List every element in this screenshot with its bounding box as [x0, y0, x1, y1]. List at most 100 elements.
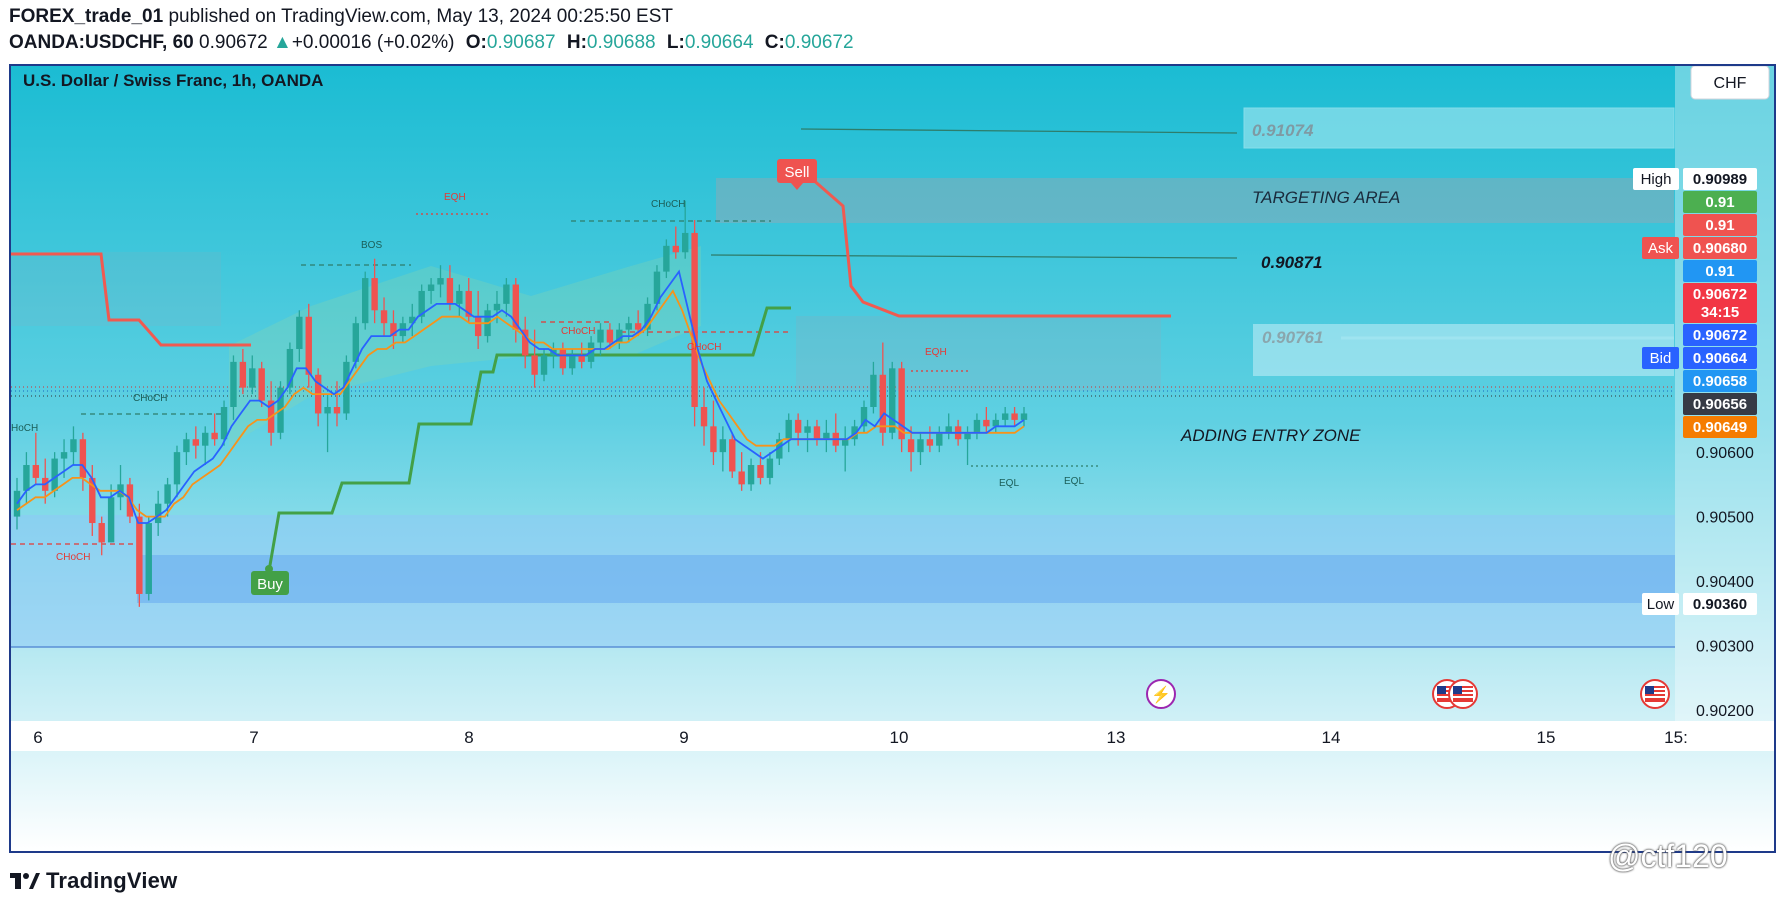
candle-body: [625, 323, 632, 330]
open-label: O:: [465, 32, 487, 53]
time-tick-label: 13: [1107, 728, 1126, 747]
candle-body: [51, 458, 58, 491]
time-axis[interactable]: 6 7 8 9 10 13 14 15 15:: [33, 728, 1688, 747]
price-value-label: 0.91: [1705, 217, 1734, 234]
candle-body: [173, 452, 181, 485]
candle-body: [973, 419, 981, 433]
candle-body: [465, 290, 472, 317]
candle-body: [60, 452, 68, 459]
price-tick-label: 0.90500: [1696, 510, 1754, 527]
candle-body: [785, 419, 792, 440]
open-value: 0.90687: [486, 32, 556, 53]
candle-body: [418, 290, 425, 317]
candle-body: [964, 432, 971, 440]
price-labels: High 0.90989 0.91 0.91 Ask 0.90680 0.91 0.90672…: [1633, 168, 1757, 615]
candle-body: [258, 368, 265, 401]
time-tick-label: 8: [464, 728, 473, 747]
price-value-box: [1683, 191, 1757, 213]
candle-body: [89, 477, 96, 524]
level-line-91074: [800, 128, 1238, 134]
price-tick-label: 0.90600: [1696, 445, 1754, 462]
candle-body: [380, 310, 388, 324]
candle-body: [681, 232, 689, 253]
publish-info: FOREX_trade_01 published on TradingView.…: [9, 6, 673, 28]
high-value: 0.90688: [586, 32, 656, 53]
range-zone: [796, 316, 1161, 391]
candle-body: [371, 278, 378, 311]
price-tick-label: 0.90300: [1696, 639, 1754, 656]
candle-body: [1001, 413, 1009, 420]
us-flag-event-icon-2[interactable]: [1448, 679, 1478, 709]
candle-body: [79, 439, 87, 478]
candle-body: [343, 361, 350, 414]
trail-stop-red-left: [11, 252, 251, 347]
tradingview-brand[interactable]: TradingView: [10, 868, 177, 895]
candle-body: [183, 439, 190, 453]
lightning-event-icon[interactable]: ⚡: [1146, 679, 1176, 709]
candle-body: [145, 523, 152, 594]
structure-label-eqh-2: EQH: [925, 347, 947, 358]
candle-body: [738, 471, 745, 485]
candle-body: [1011, 413, 1018, 420]
candle-body: [729, 439, 736, 472]
candle-body: [983, 419, 990, 427]
price-value-label: 0.90656: [1693, 396, 1747, 413]
structure-label-eql-2: EQL: [1064, 476, 1084, 487]
candle-body: [804, 426, 811, 433]
candle-body: [992, 419, 999, 427]
candle-body: [23, 465, 30, 491]
level-label-91074: 0.91074: [1252, 121, 1314, 140]
price-value-label: 0.91: [1705, 263, 1734, 280]
candle-body: [305, 316, 312, 375]
close-label: C:: [764, 32, 785, 53]
price-chart[interactable]: HoCH CHoCH CHoCH BOS EQH CHoCH CHoCH CHo…: [11, 66, 1774, 851]
sell-signal-pointer: [791, 183, 803, 190]
demand-zone-inner: [137, 555, 1675, 603]
structure-label-choch-red-2: CHoCH: [561, 326, 595, 337]
bar-countdown-label: 34:15: [1701, 304, 1739, 321]
time-tick-label: 10: [890, 728, 909, 747]
author-name[interactable]: FOREX_trade_01: [9, 6, 164, 27]
candle-body: [32, 465, 40, 478]
sell-signal-badge[interactable]: [777, 159, 817, 183]
last-price: 0.90672: [199, 32, 268, 53]
publish-text: published on TradingView.com, May 13, 20…: [168, 6, 673, 27]
price-tag-box: [1642, 237, 1679, 259]
candle-body: [296, 316, 303, 349]
candle-body: [879, 374, 887, 433]
price-value-box: [1683, 593, 1757, 615]
price-value-label: 0.91: [1705, 194, 1734, 211]
candle-body: [672, 245, 679, 253]
price-tag-box: [1642, 593, 1679, 615]
svg-text:⚡: ⚡: [1151, 685, 1171, 704]
time-tick-label: 9: [679, 728, 688, 747]
price-value-label: 0.90672: [1693, 327, 1747, 344]
price-axis[interactable]: 0.90200 0.90300 0.90400 0.90500 0.90600: [1696, 445, 1754, 720]
candle-body: [211, 432, 218, 440]
candle-body: [634, 323, 642, 330]
chart-frame[interactable]: HoCH CHoCH CHoCH BOS EQH CHoCH CHoCH CHo…: [9, 64, 1776, 853]
candle-body: [286, 348, 294, 388]
currency-button[interactable]: [1690, 66, 1770, 100]
buy-signal-badge[interactable]: [251, 571, 289, 595]
candle-body: [860, 407, 868, 427]
candle-body: [691, 232, 698, 407]
structure-label-choch-2: CHoCH: [651, 199, 685, 210]
tradingview-logo-icon: [10, 869, 40, 895]
candle-body: [107, 497, 115, 543]
candle-body: [239, 361, 247, 388]
candle-body: [333, 407, 341, 414]
price-value-label: 0.90672: [1693, 286, 1747, 303]
time-axis-background: [11, 721, 1774, 751]
us-flag-event-icon-3[interactable]: [1640, 679, 1670, 709]
candle-body: [220, 407, 228, 440]
candle-body: [926, 439, 934, 446]
level-line-90871: [710, 254, 1238, 259]
candle-body: [823, 432, 830, 440]
close-value: 0.90672: [784, 32, 854, 53]
candle-body: [70, 439, 77, 453]
candle-body: [13, 490, 21, 517]
price-tick-label: 0.90400: [1696, 574, 1754, 591]
price-tag-label: Bid: [1650, 350, 1672, 367]
candle-body: [136, 516, 143, 594]
